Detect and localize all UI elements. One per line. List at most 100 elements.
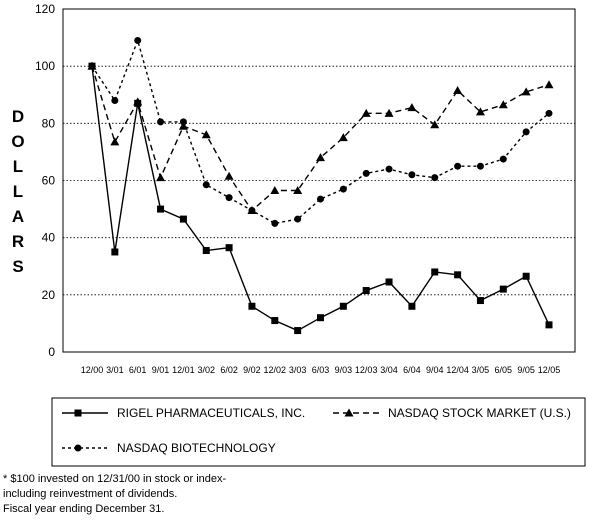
data-point <box>362 287 370 295</box>
data-point <box>338 133 348 142</box>
data-point <box>545 321 553 329</box>
series-2 <box>87 61 554 215</box>
series-line <box>91 65 550 212</box>
y-axis-label-letter: R <box>12 232 24 251</box>
y-tick-label: 0 <box>48 345 55 359</box>
legend-label: NASDAQ STOCK MARKET (U.S.) <box>388 406 571 420</box>
data-point <box>224 171 234 180</box>
legend-marker <box>74 409 82 417</box>
data-point <box>431 174 439 182</box>
grid-lines <box>63 65 575 296</box>
plot-area-frame <box>62 8 576 353</box>
data-point <box>202 247 210 255</box>
data-point <box>521 87 531 96</box>
data-point <box>361 108 371 117</box>
data-point <box>111 248 119 256</box>
x-tick-label: 9/01 <box>152 365 170 375</box>
x-tick-label: 12/05 <box>538 365 561 375</box>
footnote-line-1: * $100 invested on 12/31/00 in stock or … <box>3 473 227 485</box>
data-point <box>293 186 303 195</box>
y-tick-label: 40 <box>42 231 56 245</box>
legend-item-3: NASDAQ BIOTECHNOLOGY <box>62 441 276 455</box>
data-point <box>431 268 439 276</box>
legend: RIGEL PHARMACEUTICALS, INC. NASDAQ STOCK … <box>62 406 571 455</box>
legend-item-2: NASDAQ STOCK MARKET (U.S.) <box>333 406 571 420</box>
x-tick-label: 12/01 <box>172 365 195 375</box>
data-point <box>225 244 233 252</box>
y-tick-label: 60 <box>42 174 56 188</box>
data-point <box>225 194 233 202</box>
data-point <box>110 137 120 146</box>
y-axis-label-letter: D <box>12 107 24 126</box>
data-point <box>248 302 256 310</box>
data-point <box>339 185 347 193</box>
x-tick-label: 9/02 <box>243 365 261 375</box>
data-point <box>271 317 279 325</box>
x-tick-label: 3/05 <box>472 365 490 375</box>
x-tick-label: 12/04 <box>446 365 469 375</box>
legend-item-1: RIGEL PHARMACEUTICALS, INC. <box>62 406 305 420</box>
x-axis-ticks: 12/00 3/01 6/01 9/01 12/01 3/02 6/02 9/02 12/02 3… <box>81 365 561 375</box>
legend-label: NASDAQ BIOTECHNOLOGY <box>117 441 276 455</box>
data-point <box>408 171 416 179</box>
data-point <box>179 215 187 223</box>
data-point <box>499 155 507 163</box>
series-1 <box>88 62 553 335</box>
x-tick-label: 6/03 <box>312 365 330 375</box>
y-axis-label-letter: O <box>11 132 24 151</box>
data-point <box>179 118 187 126</box>
data-point <box>362 169 370 177</box>
x-tick-label: 6/01 <box>129 365 147 375</box>
data-point <box>271 219 279 227</box>
series-group <box>87 36 554 335</box>
footnote: * $100 invested on 12/31/00 in stock or … <box>3 472 303 517</box>
data-point <box>408 302 416 310</box>
data-point <box>430 120 440 129</box>
data-point <box>498 100 508 109</box>
x-tick-label: 3/04 <box>380 365 398 375</box>
x-tick-label: 12/02 <box>264 365 287 375</box>
x-tick-label: 12/00 <box>81 365 104 375</box>
data-point <box>156 173 166 182</box>
x-tick-label: 6/05 <box>495 365 513 375</box>
data-point <box>476 162 484 170</box>
data-point <box>88 62 96 70</box>
y-axis-label-letter: A <box>12 207 24 226</box>
data-point <box>133 97 143 106</box>
data-point <box>407 103 417 112</box>
data-point <box>134 36 142 44</box>
y-tick-label: 120 <box>35 2 55 16</box>
y-axis-label-letter: L <box>13 157 23 176</box>
data-point <box>453 85 463 94</box>
y-tick-label: 80 <box>42 116 56 130</box>
data-point <box>522 128 530 136</box>
y-tick-label: 100 <box>35 59 55 73</box>
y-axis-label-letter: S <box>12 257 23 276</box>
data-point <box>178 121 188 130</box>
data-point <box>248 207 256 215</box>
data-point <box>454 162 462 170</box>
y-axis-label-letter: L <box>13 182 23 201</box>
data-point <box>476 297 484 305</box>
data-point <box>544 80 554 89</box>
data-point <box>499 285 507 293</box>
data-point <box>522 272 530 280</box>
x-tick-label: 9/05 <box>517 365 535 375</box>
data-point <box>385 278 393 286</box>
data-point <box>384 108 394 117</box>
data-point <box>385 165 393 173</box>
data-point <box>201 130 211 139</box>
data-point <box>317 195 324 203</box>
x-tick-label: 3/02 <box>197 365 215 375</box>
footnote-line-2: including reinvestment of dividends. <box>3 488 178 500</box>
x-tick-label: 3/03 <box>289 365 307 375</box>
x-tick-label: 6/02 <box>220 365 238 375</box>
legend-marker <box>344 408 354 417</box>
series-3 <box>88 36 553 227</box>
x-tick-label: 6/04 <box>403 365 421 375</box>
legend-label: RIGEL PHARMACEUTICALS, INC. <box>117 406 305 420</box>
y-axis-ticks: 0 20 40 60 80 100 120 <box>35 2 55 359</box>
data-point <box>339 302 347 310</box>
